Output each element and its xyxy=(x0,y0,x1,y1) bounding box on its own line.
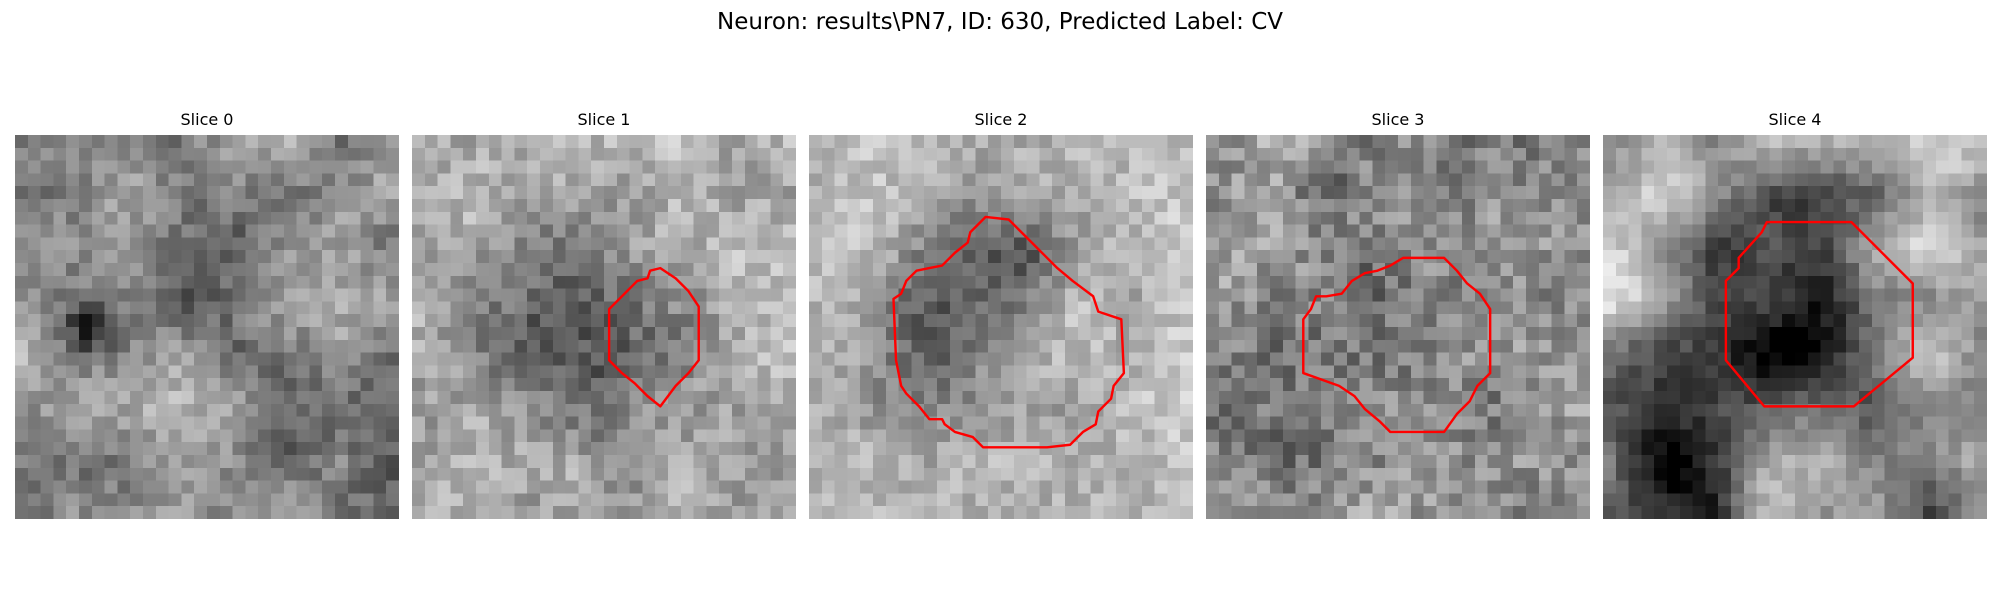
slice-image xyxy=(15,135,399,519)
slice-image xyxy=(1206,135,1590,519)
slice-title: Slice 4 xyxy=(1768,110,1822,129)
slice-title: Slice 3 xyxy=(1371,110,1425,129)
figure-title: Neuron: results\PN7, ID: 630, Predicted … xyxy=(717,9,1283,35)
slice-image xyxy=(809,135,1193,519)
roi-contour xyxy=(607,266,700,408)
slice-title: Slice 0 xyxy=(180,110,234,129)
roi-contour xyxy=(1302,256,1492,434)
slice-title: Slice 1 xyxy=(577,110,631,129)
roi-contour xyxy=(1724,220,1914,408)
slice-image xyxy=(1603,135,1987,519)
roi-contour xyxy=(892,215,1126,449)
slice-image xyxy=(412,135,796,519)
slice-title: Slice 2 xyxy=(974,110,1028,129)
